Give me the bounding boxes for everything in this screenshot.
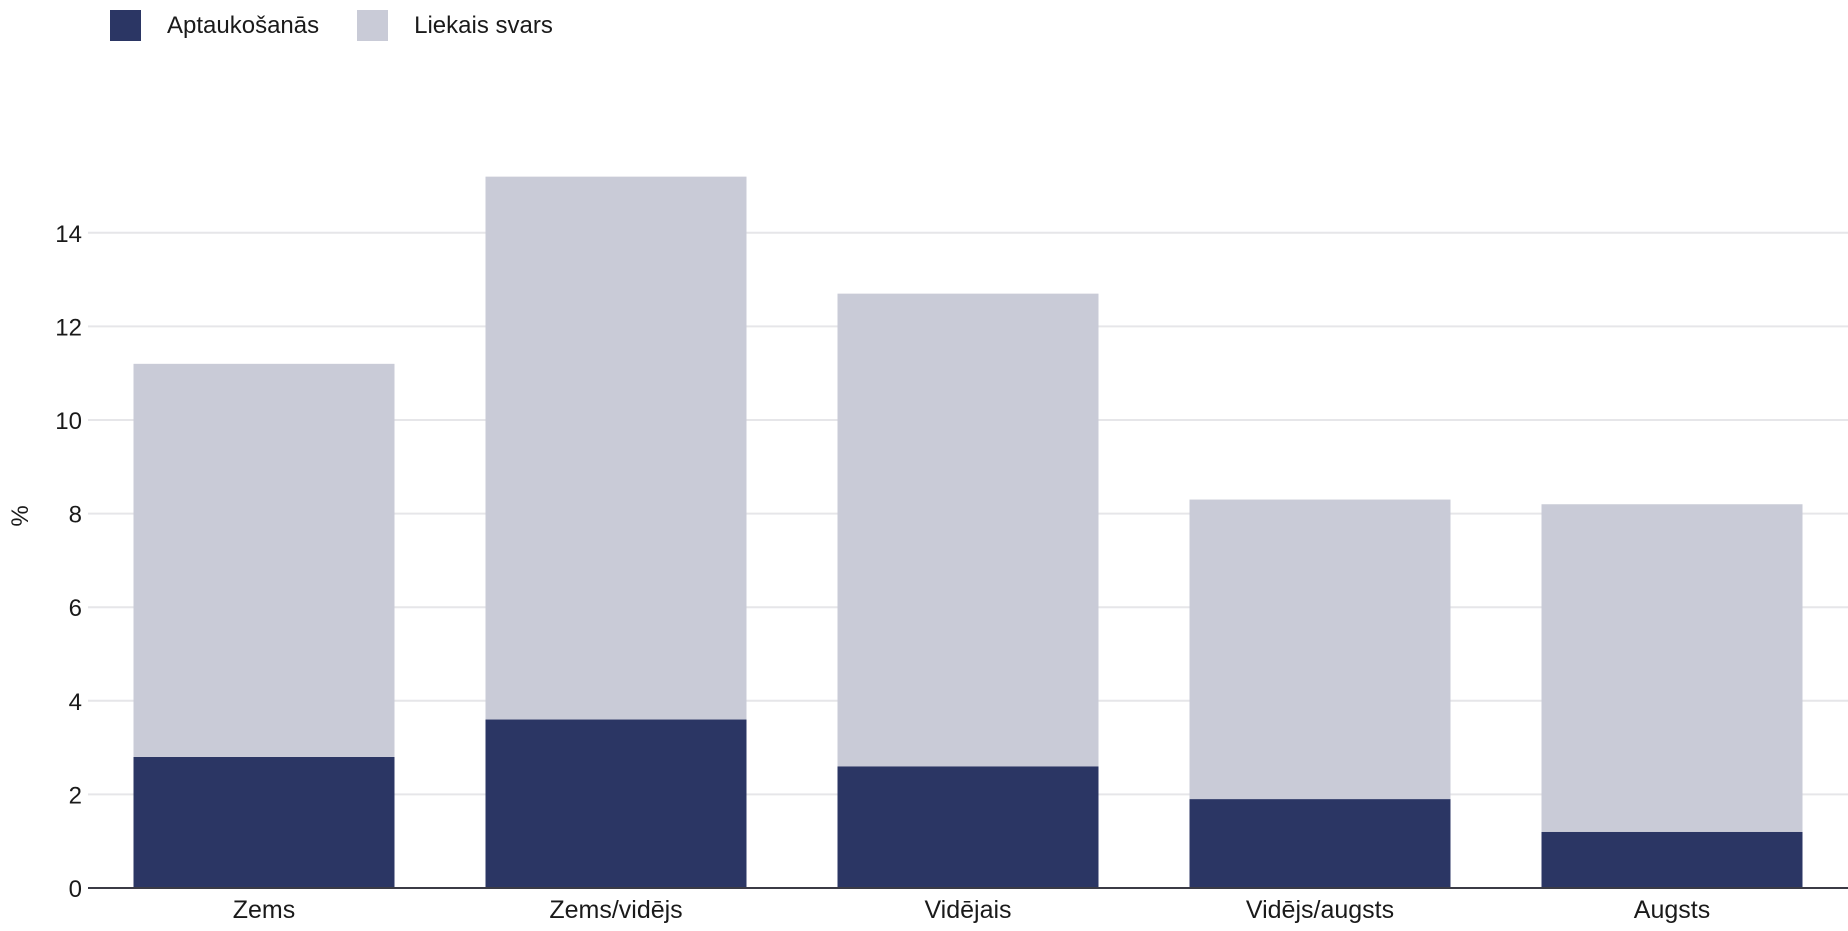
bars — [133, 176, 1803, 888]
legend-item-overweight[interactable]: Liekais svars — [357, 10, 553, 41]
legend-label-obesity: Aptaukošanās — [167, 11, 320, 39]
bar-overweight[interactable] — [1189, 499, 1451, 800]
y-tick-label: 12 — [55, 314, 82, 341]
legend-swatch-obesity — [110, 10, 141, 41]
bar-overweight[interactable] — [1541, 504, 1803, 832]
bar-obesity[interactable] — [837, 766, 1099, 888]
x-tick-label: Zems/vidējs — [549, 896, 682, 924]
y-tick-label: 10 — [55, 408, 82, 435]
bar-obesity[interactable] — [485, 719, 747, 888]
bar-overweight[interactable] — [485, 176, 747, 720]
x-tick-label: Vidējs/augsts — [1246, 896, 1394, 924]
bar-obesity[interactable] — [1541, 831, 1803, 888]
bar-obesity[interactable] — [1189, 799, 1451, 888]
x-tick-label: Augsts — [1634, 896, 1710, 924]
y-tick-label: 14 — [55, 221, 82, 248]
bar-obesity[interactable] — [133, 756, 395, 888]
y-tick-label: 2 — [69, 782, 82, 809]
y-axis-label: % — [7, 505, 34, 526]
legend-label-overweight: Liekais svars — [414, 11, 553, 39]
y-tick-label: 0 — [69, 876, 82, 903]
legend: Aptaukošanās Liekais svars — [110, 10, 591, 41]
y-tick-label: 8 — [69, 502, 82, 529]
x-tick-label: Vidējais — [924, 896, 1011, 924]
legend-swatch-overweight — [357, 10, 389, 41]
bar-overweight[interactable] — [837, 293, 1099, 767]
bar-overweight[interactable] — [133, 363, 395, 757]
legend-item-obesity[interactable]: Aptaukošanās — [110, 10, 319, 41]
y-tick-label: 4 — [69, 689, 82, 716]
axes: 0 2 4 6 8 10 12 14 Zems Zems/vidējs Vidējais Vidējs… — [55, 221, 1848, 924]
x-tick-label: Zems — [233, 896, 296, 924]
y-tick-label: 6 — [69, 595, 82, 622]
